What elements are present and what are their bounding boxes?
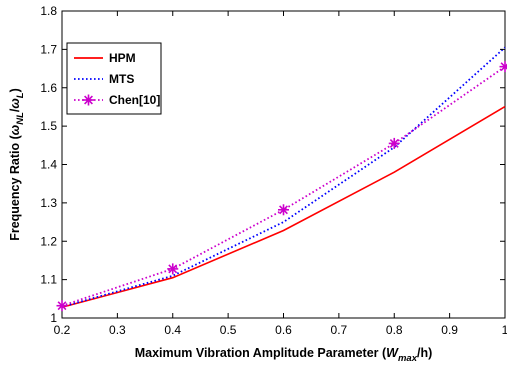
y-tick-label: 1.7: [40, 42, 57, 56]
asterisk-marker: [83, 94, 94, 106]
legend-label: HPM: [109, 51, 136, 65]
legend-label: Chen[10]: [109, 93, 160, 107]
asterisk-marker: [388, 137, 400, 149]
legend: HPM MTS Chen[10]: [66, 42, 162, 115]
x-tick-label: 0.5: [220, 323, 237, 337]
x-tick-label: 1: [502, 323, 507, 337]
series-line: [61, 65, 506, 307]
series-line: [61, 105, 506, 309]
legend-item: Chen[10]: [74, 93, 160, 107]
x-tick-label: 0.7: [331, 323, 348, 337]
ticks-layer: 0.2 0.3 0.4 0.5 0.6 0.7 0.8 0.9 1 1 1.1 1.2 1.3 1.4 1.…: [40, 4, 507, 337]
y-tick-label: 1.4: [40, 158, 57, 172]
x-tick-label: 0.2: [54, 323, 71, 337]
x-axis-label: Maximum Vibration Amplitude Parameter (W…: [135, 346, 433, 364]
legend-label: MTS: [109, 72, 134, 86]
x-tick-label: 0.8: [386, 323, 403, 337]
legend-item: HPM: [74, 51, 136, 65]
y-tick-label: 1.6: [40, 81, 57, 95]
legend-item: MTS: [74, 72, 134, 86]
series-line: [61, 46, 506, 308]
asterisk-marker: [56, 300, 68, 312]
x-tick-label: 0.3: [109, 323, 126, 337]
x-tick-label: 0.9: [441, 323, 458, 337]
y-tick-label: 1.5: [40, 119, 57, 133]
y-tick-label: 1.1: [40, 273, 57, 287]
asterisk-marker: [167, 263, 179, 275]
series-layer: [56, 46, 507, 312]
y-axis-label: Frequency Ratio (ωNL/ωL): [8, 88, 26, 241]
x-tick-label: 0.4: [164, 323, 181, 337]
asterisk-marker: [278, 204, 289, 216]
y-tick-label: 1.8: [40, 4, 57, 18]
asterisk-marker: [499, 61, 507, 73]
y-tick-label: 1.3: [40, 196, 57, 210]
x-tick-label: 0.6: [275, 323, 292, 337]
y-tick-label: 1.2: [40, 234, 57, 248]
y-tick-label: 1: [50, 311, 57, 325]
